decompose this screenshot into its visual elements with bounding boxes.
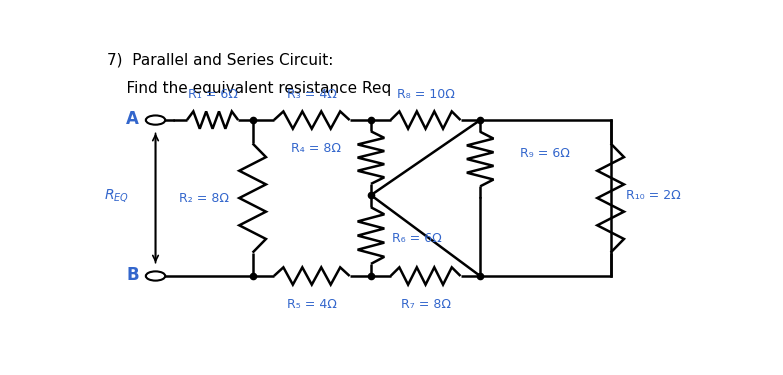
Text: 7)  Parallel and Series Circuit:: 7) Parallel and Series Circuit: xyxy=(107,52,334,67)
Circle shape xyxy=(146,116,165,125)
Text: R₄ = 8Ω: R₄ = 8Ω xyxy=(291,142,341,156)
Text: R₁ = 6Ω: R₁ = 6Ω xyxy=(188,88,237,101)
Text: B: B xyxy=(126,266,139,284)
Text: $R_{EQ}$: $R_{EQ}$ xyxy=(103,187,128,204)
Text: R₆ = 6Ω: R₆ = 6Ω xyxy=(392,232,442,245)
Text: R₉ = 6Ω: R₉ = 6Ω xyxy=(520,147,569,160)
Text: R₅ = 4Ω: R₅ = 4Ω xyxy=(287,298,337,310)
Text: Find the equivalent resistance Req: Find the equivalent resistance Req xyxy=(107,81,392,96)
Text: R₃ = 4Ω: R₃ = 4Ω xyxy=(287,88,337,101)
Text: R₇ = 8Ω: R₇ = 8Ω xyxy=(401,298,450,310)
Text: A: A xyxy=(126,110,139,128)
Text: R₈ = 10Ω: R₈ = 10Ω xyxy=(397,88,454,101)
Text: R₂ = 8Ω: R₂ = 8Ω xyxy=(179,192,229,204)
Circle shape xyxy=(146,272,165,280)
Text: R₁₀ = 2Ω: R₁₀ = 2Ω xyxy=(626,189,680,202)
